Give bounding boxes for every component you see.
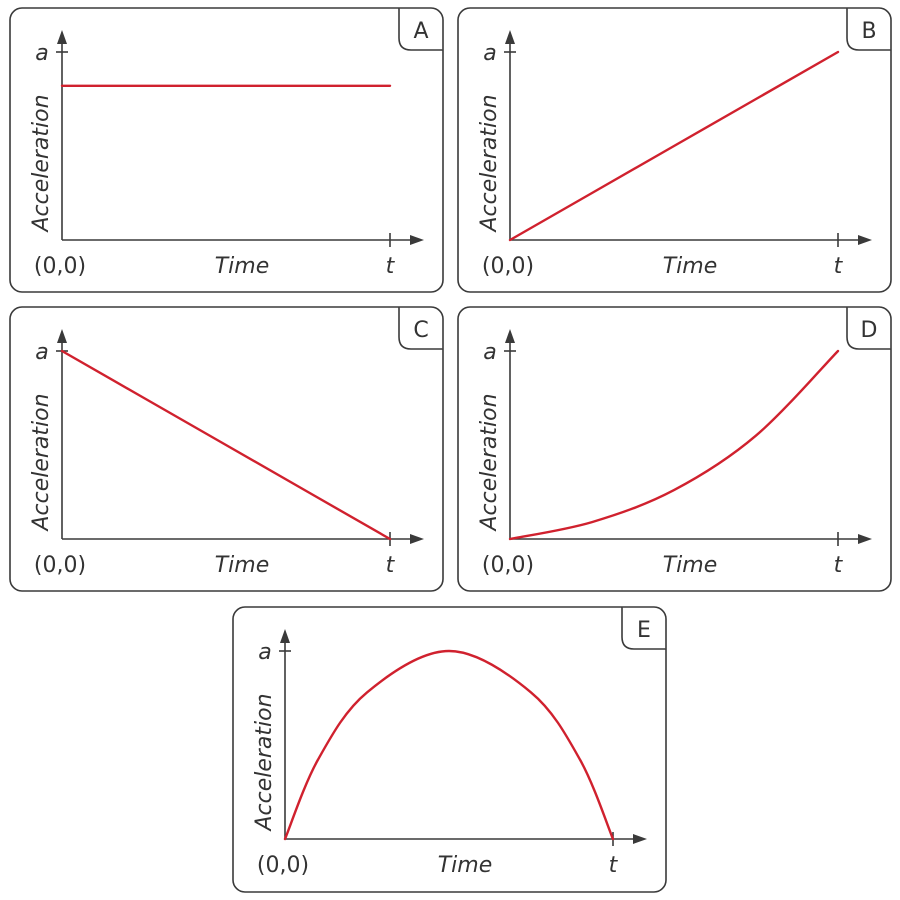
panel-label: E	[637, 618, 651, 643]
panel-frame	[457, 306, 892, 592]
panel-label-tab	[398, 8, 443, 51]
x-axis-arrow	[410, 235, 424, 245]
y-axis-label: Acceleration	[477, 393, 502, 532]
x-axis-label: Time	[215, 553, 270, 578]
y-end-label: a	[483, 340, 496, 365]
y-axis-arrow	[280, 629, 290, 643]
panel-frame	[9, 306, 444, 592]
panel-label-tab	[846, 307, 891, 350]
x-axis-label: Time	[438, 853, 493, 878]
x-axis-arrow	[410, 534, 424, 544]
origin-label: (0,0)	[34, 254, 86, 279]
y-axis-label: Acceleration	[477, 94, 502, 233]
x-axis-label: Time	[215, 254, 270, 279]
panel-c: Ca Acceleration (0,0) Time t	[9, 306, 444, 592]
x-end-label: t	[386, 553, 396, 578]
panel-b: Ba Acceleration (0,0) Time t	[457, 7, 892, 293]
data-series-line	[508, 50, 840, 242]
panel-label: B	[861, 19, 876, 44]
panel-frame	[9, 7, 444, 293]
x-axis-arrow	[858, 534, 872, 544]
data-series-line	[283, 649, 615, 841]
x-axis-arrow	[633, 834, 647, 844]
panel-d: Da Acceleration (0,0) Time t	[457, 306, 892, 592]
y-axis-arrow	[57, 329, 67, 343]
panel-label: A	[413, 19, 428, 44]
y-axis-arrow	[505, 329, 515, 343]
panel-label: C	[413, 318, 428, 343]
y-axis-label: Acceleration	[29, 393, 54, 532]
panel-frame	[232, 606, 667, 893]
panel-label-tab	[621, 607, 666, 650]
panel-frame	[457, 7, 892, 293]
x-end-label: t	[834, 553, 844, 578]
panel-e: Ea Acceleration (0,0) Time t	[232, 606, 667, 893]
panel-a: Aa Acceleration (0,0) Time t	[9, 7, 444, 293]
origin-label: (0,0)	[257, 853, 309, 878]
panel-label-tab	[398, 307, 443, 350]
origin-label: (0,0)	[482, 553, 534, 578]
x-end-label: t	[386, 254, 396, 279]
x-axis-arrow	[858, 235, 872, 245]
y-end-label: a	[35, 340, 48, 365]
x-axis-label: Time	[663, 254, 718, 279]
x-axis-label: Time	[663, 553, 718, 578]
panel-label: D	[861, 318, 878, 343]
y-end-label: a	[35, 41, 48, 66]
y-axis-label: Acceleration	[29, 94, 54, 233]
y-axis-label: Acceleration	[252, 693, 277, 832]
origin-label: (0,0)	[34, 553, 86, 578]
x-end-label: t	[834, 254, 844, 279]
panel-label-tab	[846, 8, 891, 51]
data-series-line	[508, 349, 840, 541]
y-end-label: a	[483, 41, 496, 66]
data-series-line	[60, 349, 392, 541]
x-end-label: t	[609, 853, 619, 878]
y-axis-arrow	[57, 30, 67, 44]
y-end-label: a	[258, 640, 271, 665]
y-axis-arrow	[505, 30, 515, 44]
origin-label: (0,0)	[482, 254, 534, 279]
